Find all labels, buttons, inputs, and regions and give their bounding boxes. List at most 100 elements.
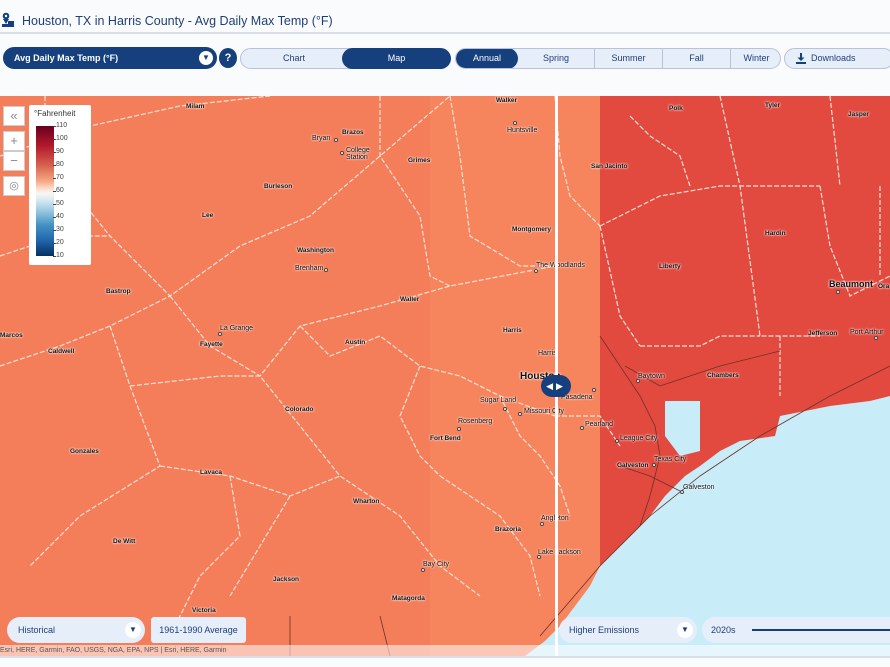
locate-button[interactable]: ◎ (3, 176, 25, 196)
county-label: Fort Bend (430, 435, 461, 442)
county-label: Hardin (765, 230, 786, 237)
city-marker (592, 388, 596, 392)
map-base-layer (0, 96, 890, 656)
scenario-right-select[interactable]: Higher Emissions ▼ (559, 617, 697, 643)
county-label: Jasper (848, 111, 869, 118)
county-label: Matagorda (392, 595, 425, 602)
county-label: Polk (669, 105, 683, 112)
county-label: Waller (400, 296, 420, 303)
county-label: Burleson (264, 183, 293, 190)
city-marker (537, 555, 541, 559)
tab-fall[interactable]: Fall (662, 49, 730, 68)
city-marker (513, 121, 517, 125)
map-pin-icon (2, 12, 14, 27)
city-marker (534, 269, 538, 273)
county-label: Montgomery (512, 226, 551, 233)
legend-tick: 50 (53, 200, 64, 207)
city-label-beaumont: Beaumont (829, 279, 874, 289)
county-label: Austin (345, 339, 366, 346)
period-left-label: 1961-1990 Average (151, 617, 246, 643)
city-label: Pasadena (561, 394, 593, 401)
tab-summer[interactable]: Summer (594, 49, 662, 68)
legend-tick: 60 (53, 187, 64, 194)
map-attribution: Esri, HERE, Garmin, FAO, USGS, NGA, EPA,… (0, 645, 890, 656)
county-label: Washington (297, 247, 334, 254)
county-label: Caldwell (48, 348, 75, 355)
legend-tick: 100 (53, 135, 68, 142)
help-button[interactable]: ? (219, 48, 237, 68)
decade-slider[interactable]: 2020s (702, 617, 890, 643)
county-label: Wharton (353, 498, 380, 505)
county-label: Harris (503, 327, 522, 334)
chevron-down-icon: ▼ (125, 622, 141, 638)
legend-tick: 40 (53, 213, 64, 220)
county-label: Brazos (342, 129, 364, 136)
city-marker (503, 407, 507, 411)
city-marker (518, 412, 522, 416)
tab-annual[interactable]: Annual (456, 49, 518, 68)
season-toggle: Annual Spring Summer Fall Winter (455, 48, 781, 69)
county-label: Fayette (200, 341, 223, 348)
county-label: Lee (202, 212, 214, 219)
city-label: Angleton (541, 515, 569, 522)
page-footer (0, 656, 890, 667)
tab-winter[interactable]: Winter (730, 49, 780, 68)
scenario-right-value: Higher Emissions (569, 625, 640, 635)
legend-tick: 70 (53, 174, 64, 181)
downloads-label: Downloads (811, 53, 856, 63)
county-label: Liberty (659, 263, 681, 270)
map-view[interactable]: Milam Brazos Burleson Lee Washington Gri… (0, 96, 890, 656)
tab-map[interactable]: Map (342, 48, 451, 69)
variable-select[interactable]: Avg Daily Max Temp (°F) ▼ (3, 47, 217, 69)
city-label: La Grange (220, 325, 254, 332)
legend-title: °Fahrenheit (34, 109, 76, 118)
page-title: Houston, TX in Harris County - Avg Daily… (22, 14, 333, 28)
county-label: Galveston (617, 462, 649, 469)
county-label: Tyler (765, 102, 781, 109)
city-label: Baytown (638, 373, 665, 380)
color-legend: °Fahrenheit 110 100 90 80 70 60 50 40 30… (29, 105, 91, 265)
scenario-left-select[interactable]: Historical ▼ (7, 617, 145, 643)
county-label: Victoria (192, 607, 216, 614)
partial-label: Marcos (0, 332, 23, 339)
city-label: The Woodlands (536, 262, 585, 269)
partial-label: Ora (878, 283, 890, 290)
swipe-handle[interactable]: ◀▶ (541, 375, 571, 397)
zoom-out-button[interactable]: − (3, 151, 25, 171)
city-label-houston: Houston (520, 371, 561, 382)
tab-spring[interactable]: Spring (542, 53, 569, 63)
variable-select-value: Avg Daily Max Temp (°F) (14, 53, 119, 63)
city-marker (836, 290, 840, 294)
city-marker (636, 379, 640, 383)
view-toggle: Chart Map (240, 48, 451, 69)
slider-track[interactable] (752, 629, 890, 631)
page-header: Houston, TX in Harris County - Avg Daily… (0, 0, 890, 34)
collapse-button[interactable]: « (3, 106, 25, 126)
city-marker (540, 522, 544, 526)
legend-tick: 80 (53, 161, 64, 168)
city-label: Texas City (654, 456, 687, 463)
city-label: Missouri City (524, 408, 565, 415)
county-label: Brazoria (495, 526, 522, 533)
download-icon (796, 53, 806, 64)
city-label: Bryan (312, 135, 331, 142)
chevron-down-icon: ▼ (677, 622, 693, 638)
downloads-button[interactable]: Downloads (784, 48, 890, 69)
tab-chart[interactable]: Chart (282, 53, 305, 63)
city-marker (324, 268, 328, 272)
chevron-down-icon: ▼ (199, 51, 213, 65)
city-marker (580, 426, 584, 430)
city-marker (218, 332, 222, 336)
legend-tick: 10 (53, 252, 64, 259)
city-marker (334, 138, 338, 142)
decade-value: 2020s (711, 625, 736, 635)
city-label: Lake Jackson (538, 549, 581, 556)
zoom-in-button[interactable]: + (3, 131, 25, 151)
city-label: League City (620, 435, 658, 442)
city-label: Galveston (683, 484, 715, 491)
legend-tick: 110 (52, 122, 68, 129)
legend-tick: 20 (53, 239, 64, 246)
city-label: Huntsville (507, 127, 538, 134)
city-label: Rosenberg (458, 418, 493, 425)
county-label: Chambers (707, 372, 739, 379)
